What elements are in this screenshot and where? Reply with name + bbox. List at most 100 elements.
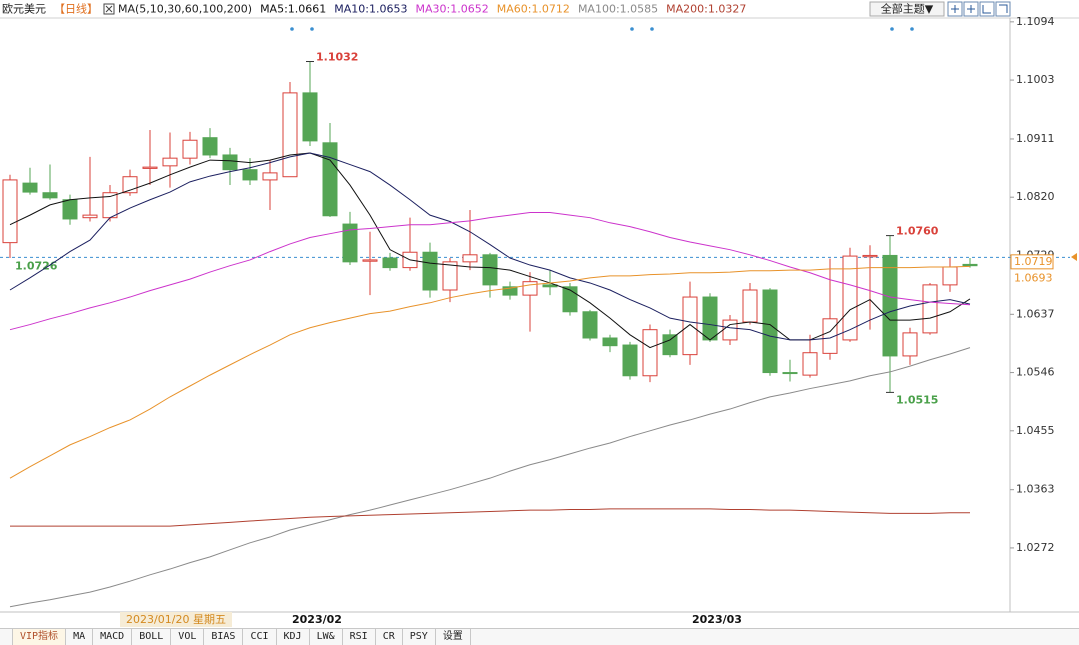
candle-body — [742, 289, 758, 323]
candle-body — [702, 296, 718, 341]
price-tag-box — [1010, 254, 1054, 270]
candle-body — [582, 311, 598, 339]
candle-body — [182, 139, 198, 159]
x-tick-label: 2023/03 — [692, 613, 742, 626]
price-arrow — [1071, 253, 1077, 261]
ma-line — [9, 347, 971, 608]
candle-body — [642, 329, 658, 377]
candle-body — [142, 166, 158, 169]
y-tick-label: 1.0820 — [1016, 190, 1055, 203]
indicator-tab[interactable]: MA — [66, 629, 94, 645]
candle-body — [882, 254, 898, 357]
indicator-tab[interactable]: BIAS — [204, 629, 244, 645]
candle-body — [342, 223, 358, 263]
price-tag: 1.0693 — [1014, 271, 1053, 284]
indicator-tab[interactable]: LW& — [310, 629, 343, 645]
symbol-title: 欧元美元 — [2, 3, 46, 16]
y-tick-label: 1.0455 — [1016, 424, 1055, 437]
candle-body — [942, 266, 958, 286]
candle-body — [322, 142, 338, 217]
y-tick-label: 1.0363 — [1016, 483, 1055, 496]
indicator-tab[interactable]: VOL — [171, 629, 205, 645]
candle-body — [62, 199, 78, 220]
ma-line — [9, 152, 971, 341]
indicator-tab[interactable]: KDJ — [277, 629, 310, 645]
candle-body — [282, 92, 298, 178]
candle-body — [842, 255, 858, 341]
theme-button[interactable] — [869, 1, 945, 17]
candle-body — [202, 137, 218, 156]
event-markers — [290, 27, 914, 31]
indicator-tab[interactable]: MACD — [93, 629, 133, 645]
extreme-label: 1.1032 — [316, 51, 358, 64]
indicator-tab[interactable]: BOLL — [132, 629, 172, 645]
candle-body — [22, 182, 38, 193]
candle-body — [262, 172, 278, 181]
price-tag: 1.0719 — [1014, 255, 1053, 268]
candle-body — [162, 157, 178, 167]
candle-body — [302, 92, 318, 142]
ma-toggle-icon — [105, 5, 113, 13]
candle-body — [902, 332, 918, 357]
candle-body — [42, 192, 58, 199]
icon-button[interactable] — [979, 1, 995, 17]
ma-params: MA(5,10,30,60,100,200) — [118, 3, 252, 16]
x-tick-label: 2023/02 — [292, 613, 342, 626]
y-tick-label: 1.0911 — [1016, 132, 1055, 145]
ma-line — [9, 265, 971, 479]
candle-body — [382, 257, 398, 269]
candle-body — [762, 289, 778, 374]
legend-entry: MA10:1.0653 — [334, 3, 407, 16]
y-tick-label: 1.1003 — [1016, 73, 1055, 86]
candle-body — [482, 254, 498, 286]
candle-body — [442, 261, 458, 291]
indicator-tab[interactable]: RSI — [343, 629, 376, 645]
candle-body — [222, 154, 238, 171]
candle-body — [362, 259, 378, 262]
candle-body — [522, 281, 538, 296]
candle-body — [242, 169, 258, 181]
legend-entry: MA30:1.0652 — [416, 3, 489, 16]
candle-body — [462, 254, 478, 263]
indicator-tabs: VIP指标 MA MACD BOLL VOL BIAS CCI KDJ LW& RSI CR PSY 设… — [0, 628, 1079, 645]
candle-body — [602, 337, 618, 347]
ma-line — [9, 212, 971, 331]
candle-body — [422, 251, 438, 291]
date-label-bg — [120, 612, 232, 627]
candle-body — [562, 286, 578, 313]
candle-body — [802, 352, 818, 376]
indicator-tab[interactable]: 设置 — [436, 629, 471, 645]
indicator-tab[interactable]: CCI — [243, 629, 277, 645]
theme-button-label[interactable]: 全部主题▼ — [881, 2, 934, 16]
legend-entry: MA100:1.0585 — [578, 3, 658, 16]
y-tick-label: 1.0637 — [1016, 307, 1055, 320]
candle-body — [782, 372, 798, 375]
legend-entry: MA5:1.0661 — [260, 3, 326, 16]
indicator-tab[interactable]: PSY — [403, 629, 436, 645]
crosshair-date: 2023/01/20 星期五 — [126, 613, 226, 626]
candle-body — [962, 263, 978, 267]
indicator-tab[interactable]: CR — [376, 629, 403, 645]
ma-line — [10, 508, 970, 527]
legend-entry: MA60:1.0712 — [497, 3, 570, 16]
candle-body — [2, 179, 18, 244]
candle-body — [82, 214, 98, 219]
y-tick-label: 1.0546 — [1016, 366, 1055, 379]
period-label: 【日线】 — [54, 2, 98, 16]
extreme-label: 1.0760 — [896, 225, 939, 238]
legend-entry: MA200:1.0327 — [666, 3, 746, 16]
candle-body — [922, 284, 938, 334]
indicator-tab[interactable]: VIP指标 — [12, 629, 67, 645]
y-tick-label: 1.0272 — [1016, 541, 1055, 554]
crosshair-value: 1.0726 — [15, 259, 58, 272]
toolbar: 全部主题▼ — [869, 1, 1011, 17]
candle-body — [662, 334, 678, 356]
candle-body — [722, 319, 738, 341]
y-tick-label: 1.1094 — [1016, 15, 1055, 28]
candle-body — [622, 344, 638, 377]
candle-body — [682, 296, 698, 356]
extreme-label: 1.0515 — [896, 393, 938, 406]
icon-button[interactable] — [995, 1, 1011, 17]
chart: 全部主题▼ 2023/01/20 星期五 欧元美元 【日线】 MA(5,10,30,… — [0, 1, 1079, 627]
